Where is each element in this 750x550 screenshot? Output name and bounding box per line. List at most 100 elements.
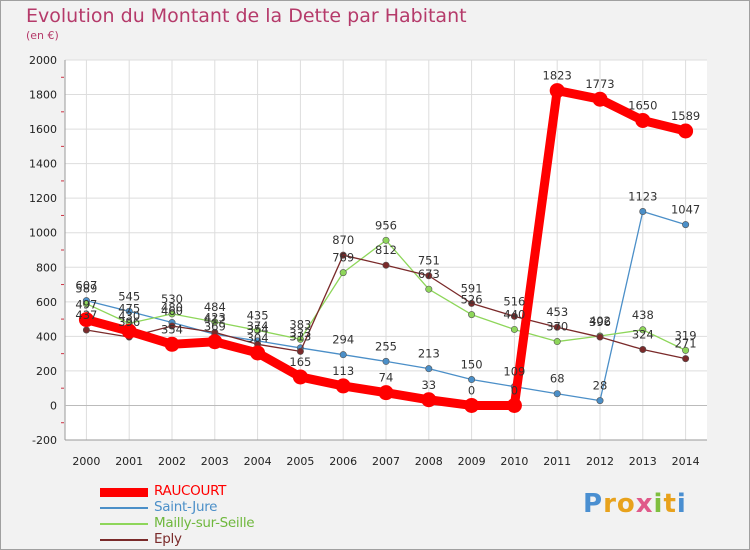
data-point [510,312,518,320]
data-label: 1773 [585,77,614,91]
data-label: 294 [332,333,354,347]
data-point [339,351,347,359]
data-point [121,323,137,339]
data-point [164,336,180,352]
y-tick-label: 2000 [29,54,57,67]
data-label: 255 [375,339,397,353]
data-point [682,221,690,229]
x-tick-label: 2011 [543,455,571,468]
data-label: 591 [461,281,483,295]
x-tick-label: 2014 [672,455,700,468]
x-tick-label: 2008 [415,455,443,468]
legend-item: RAUCOURT [100,483,340,500]
data-label: 369 [204,320,226,334]
proxiti-logo: Proxiti [583,489,687,519]
x-tick-label: 2005 [286,455,314,468]
data-point [82,300,90,308]
y-tick-label: 600 [36,296,57,309]
data-label: 319 [675,328,697,342]
data-label: 769 [332,251,354,265]
data-point [168,310,176,318]
x-tick-label: 2003 [201,455,229,468]
data-point [639,345,647,353]
legend-label: Saint-Jure [154,499,218,515]
data-point [468,311,476,319]
data-point [168,322,176,330]
data-label: 324 [632,327,654,341]
x-tick-label: 2006 [329,455,357,468]
data-label: 440 [503,307,525,321]
y-tick-label: 800 [36,261,57,274]
data-point [207,334,223,350]
data-point [425,285,433,293]
data-point [464,397,480,413]
data-label: 28 [593,379,608,393]
data-label: 526 [461,293,483,307]
data-label: 435 [247,308,269,322]
legend-label: RAUCOURT [154,483,227,499]
data-label: 497 [75,298,97,312]
data-label: 956 [375,218,397,232]
data-label: 1589 [671,109,700,123]
data-point [506,397,522,413]
legend-item: Mailly-sur-Seille [100,515,340,532]
x-tick-label: 2012 [586,455,614,468]
data-point [82,326,90,334]
data-point [425,365,433,373]
legend-swatch [100,539,148,541]
data-label: 423 [204,310,226,324]
data-label: 475 [118,301,140,315]
data-label: 607 [75,279,97,293]
legend-item: Saint-Jure [100,499,340,516]
data-point [250,345,266,361]
data-label: 396 [118,315,140,329]
data-point [296,347,304,355]
data-label: 812 [375,243,397,257]
x-tick-label: 2004 [244,455,272,468]
x-tick-label: 2000 [72,455,100,468]
data-label: 213 [418,347,440,361]
data-label: 68 [550,372,565,386]
data-label: 354 [161,322,183,336]
data-label: 545 [118,289,140,303]
data-label: 1047 [671,203,700,217]
chart-title: Evolution du Montant de la Dette par Hab… [26,5,467,27]
legend-swatch [100,523,148,525]
data-label: 453 [546,305,568,319]
y-tick-label: 1200 [29,192,57,205]
legend-item: Eply [100,531,340,548]
data-label: 74 [379,371,394,385]
data-point [553,338,561,346]
data-label: 460 [161,304,183,318]
data-label: 374 [247,319,269,333]
data-point [292,369,308,385]
data-label: 0 [468,383,475,397]
data-label: 1823 [543,69,572,83]
data-point [254,326,262,334]
x-tick-label: 2001 [115,455,143,468]
data-point [211,318,219,326]
data-label: 437 [75,308,97,322]
data-point [682,355,690,363]
data-point [382,236,390,244]
data-point [78,312,94,328]
data-label: 1650 [628,98,657,112]
data-label: 0 [511,383,518,397]
data-point [596,333,604,341]
data-label: 430 [118,309,140,323]
y-tick-label: -200 [32,434,57,447]
data-label: 113 [332,364,354,378]
y-tick-label: 1800 [29,89,57,102]
legend-label: Eply [154,531,182,547]
data-label: 150 [461,358,483,372]
data-point [339,251,347,259]
data-point [549,83,565,99]
data-label: 484 [204,300,226,314]
data-label: 333 [289,326,311,340]
data-point [510,325,518,333]
data-point [425,272,433,280]
data-point [335,378,351,394]
x-tick-label: 2002 [158,455,186,468]
y-tick-label: 1000 [29,227,57,240]
data-point [678,123,694,139]
